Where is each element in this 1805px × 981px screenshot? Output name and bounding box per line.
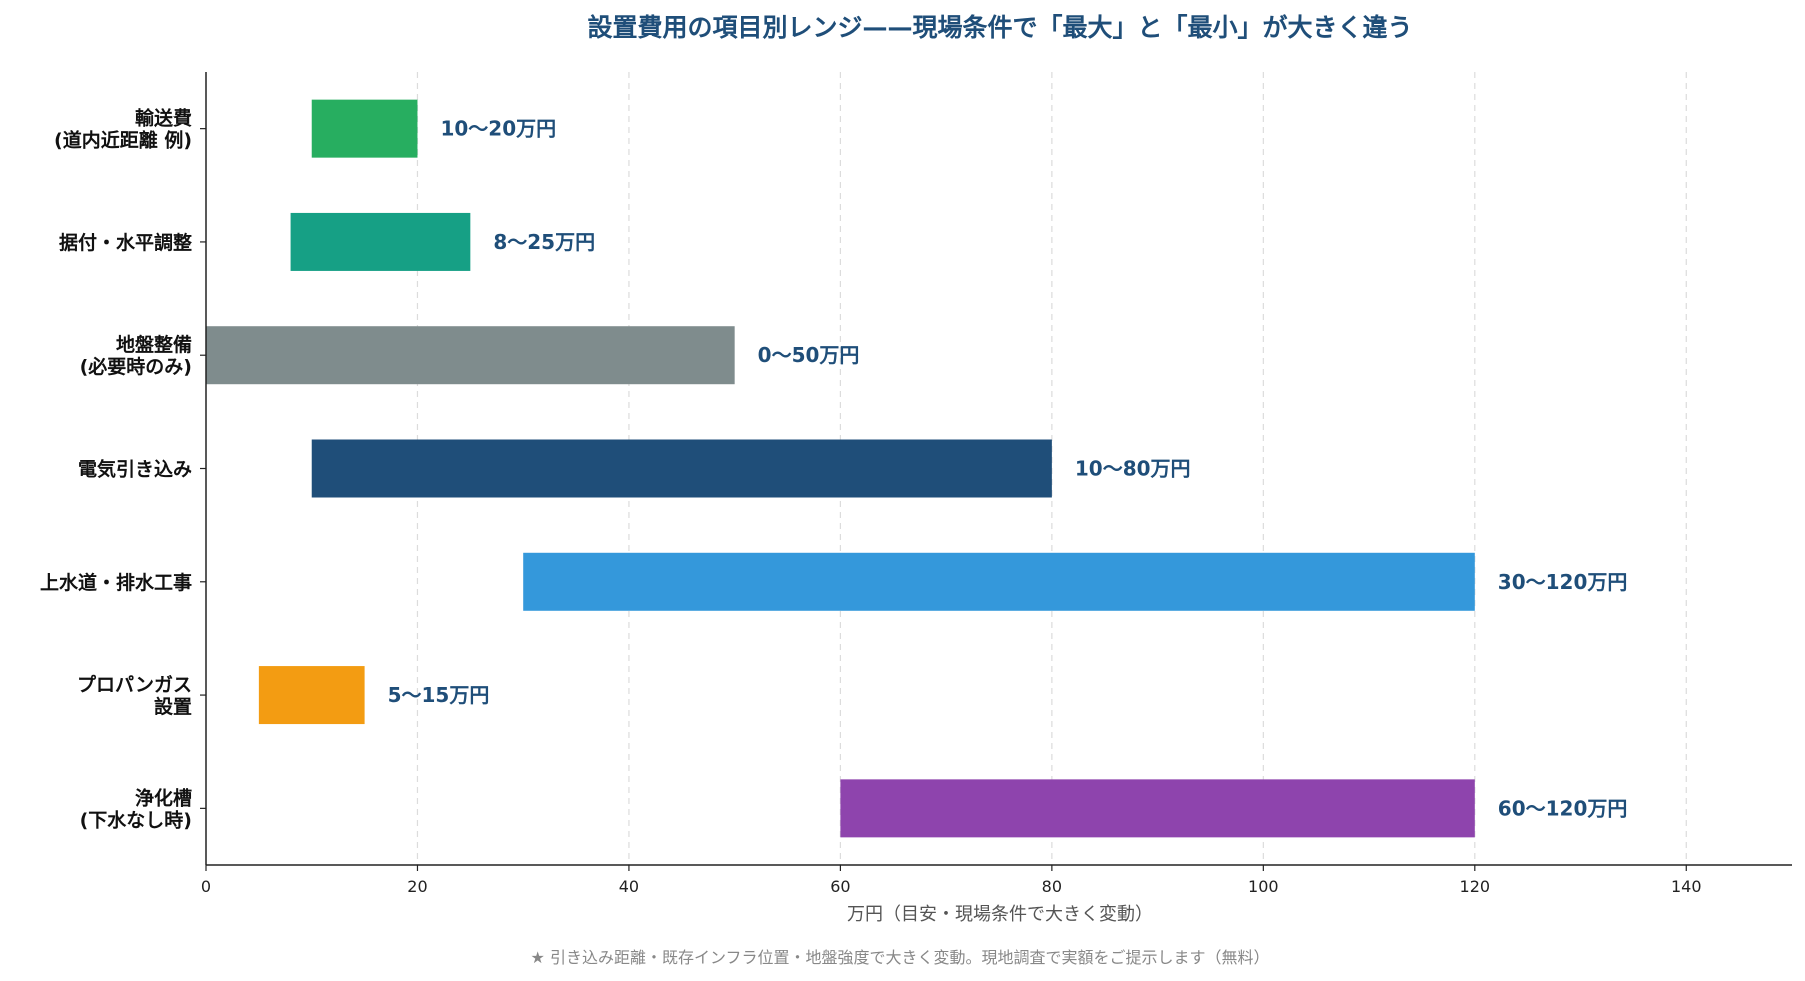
- x-tick-label: 40: [619, 877, 639, 896]
- x-ticks: 0 20 40 60 80 100 120 140: [201, 865, 1702, 896]
- category-label: 輸送費: [135, 107, 192, 130]
- category-label: 設置: [154, 695, 192, 718]
- range-bar: [840, 779, 1475, 838]
- range-value-label: 30〜120万円: [1498, 570, 1628, 594]
- category-label: 据付・水平調整: [59, 231, 192, 254]
- range-value-label: 8〜25万円: [493, 230, 595, 254]
- range-bar: [311, 99, 418, 158]
- x-tick-label: 20: [407, 877, 427, 896]
- range-value-label: 10〜80万円: [1075, 457, 1191, 481]
- x-tick-label: 60: [830, 877, 850, 896]
- category-label: (道内近距離 例): [54, 129, 192, 152]
- x-tick-label: 0: [201, 877, 211, 896]
- category-label: 上水道・排水工事: [40, 571, 192, 594]
- range-bar: [523, 552, 1475, 611]
- range-value-label: 0〜50万円: [758, 343, 860, 367]
- category-label: 浄化槽: [135, 786, 192, 809]
- category-label: (必要時のみ): [80, 355, 192, 378]
- range-bar: [258, 666, 365, 725]
- range-bar: [206, 326, 735, 385]
- x-tick-label: 80: [1042, 877, 1062, 896]
- footnote: ★ 引き込み距離・既存インフラ位置・地盤強度で大きく変動。現地調査で実額をご提示…: [531, 948, 1270, 967]
- category-label: (下水なし時): [80, 809, 192, 831]
- x-tick-label: 120: [1460, 877, 1491, 896]
- range-value-label: 10〜20万円: [440, 117, 556, 141]
- range-bar: [290, 212, 471, 271]
- range-bar: [311, 439, 1052, 498]
- range-value-label: 5〜15万円: [388, 683, 490, 707]
- category-label: プロパンガス: [77, 673, 192, 696]
- category-label: 地盤整備: [116, 333, 192, 356]
- chart-title: 設置費用の項目別レンジ——現場条件で「最大」と「最小」が大きく違う: [587, 13, 1412, 42]
- x-tick-label: 140: [1671, 877, 1702, 896]
- range-value-label: 60〜120万円: [1498, 796, 1628, 820]
- x-axis-title: 万円（目安・現場条件で大きく変動）: [847, 904, 1153, 925]
- bars: 10〜20万円 8〜25万円 0〜50万円 10〜80万円 30〜120万円 5〜15万円…: [206, 99, 1628, 838]
- x-tick-label: 100: [1248, 877, 1279, 896]
- category-label: 電気引き込み: [78, 458, 192, 481]
